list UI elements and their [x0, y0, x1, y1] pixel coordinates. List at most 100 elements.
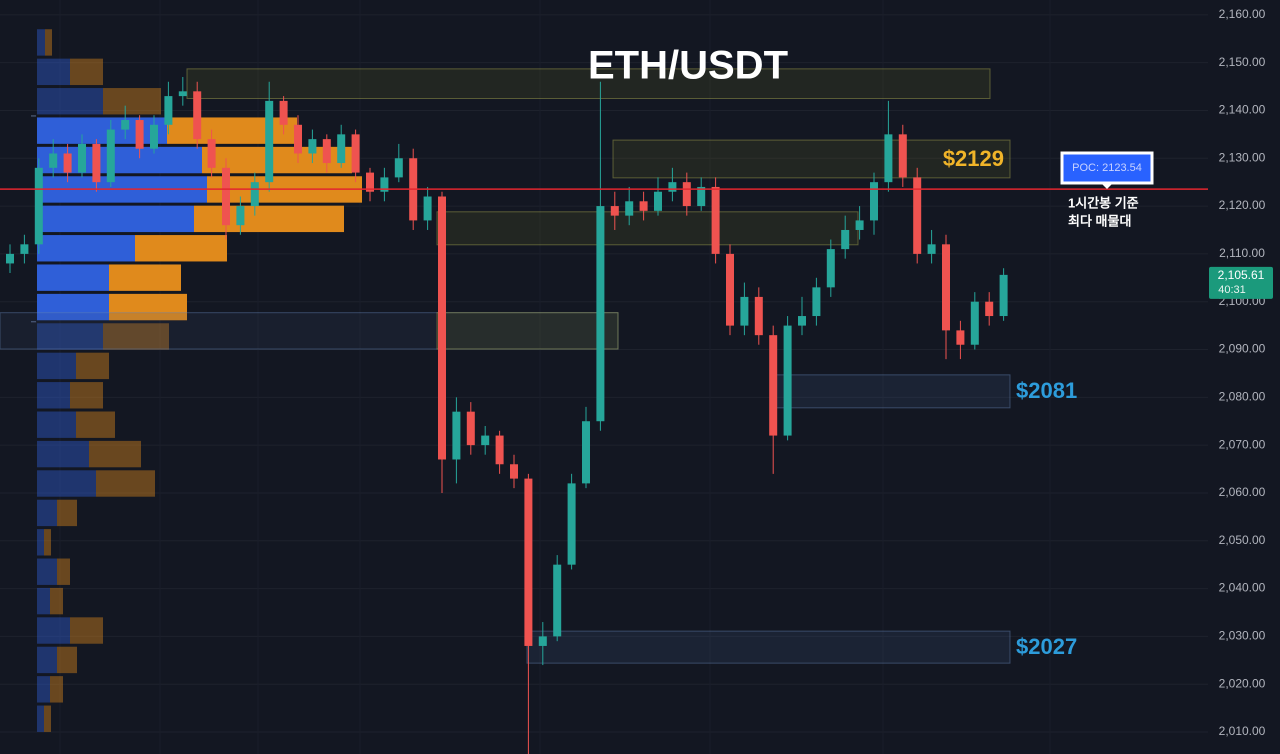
candle-body [740, 296, 749, 326]
y-tick-label: 2,140.00 [1219, 103, 1266, 117]
zone-label: $2081 [1016, 378, 1077, 403]
y-tick-label: 2,010.00 [1219, 724, 1266, 738]
candle-body [63, 153, 72, 173]
candle-body [366, 172, 374, 192]
profile-buy [37, 293, 109, 321]
profile-buy [37, 558, 57, 585]
profile-sell [167, 117, 297, 144]
candle-body [625, 201, 634, 216]
range-box [0, 312, 619, 350]
candle-body [726, 253, 734, 326]
candle-body [654, 191, 662, 211]
y-tick-label: 2,030.00 [1219, 629, 1266, 643]
candle-body [841, 229, 850, 250]
profile-sell [57, 558, 70, 585]
candle-body [150, 124, 158, 149]
candle-body [697, 186, 706, 207]
candle-body [870, 182, 878, 221]
profile-buy [37, 440, 89, 468]
candle-body [394, 158, 403, 178]
profile-buy [37, 58, 70, 86]
y-tick-label: 2,150.00 [1219, 55, 1266, 69]
axis-background [1208, 0, 1280, 754]
candle-body [898, 134, 907, 178]
zones [0, 68, 1011, 664]
candle-body [855, 220, 864, 230]
profile-sell [45, 29, 52, 56]
y-tick-label: 2,060.00 [1219, 485, 1266, 499]
candle-body [567, 483, 576, 565]
profile-sell [70, 382, 103, 409]
profile-buy [37, 382, 70, 409]
profile-buy [37, 470, 96, 497]
candle-body [596, 206, 605, 422]
profile-buy [37, 29, 45, 56]
profile-sell [44, 705, 51, 732]
profile-buy [37, 499, 57, 527]
candle-body [884, 134, 893, 183]
candle-body [135, 120, 144, 149]
candle-body [985, 301, 994, 317]
candle-body [769, 335, 778, 436]
candle-body [826, 249, 835, 288]
profile-sell [76, 352, 109, 380]
profile-buy [37, 529, 44, 556]
candle-body [337, 134, 346, 164]
profile-sell [96, 470, 155, 497]
candle-body [495, 435, 504, 465]
candle-body [78, 143, 86, 173]
zone [526, 630, 1011, 664]
profile-sell [50, 676, 63, 703]
candle-body [668, 182, 677, 192]
candle-body [106, 129, 115, 183]
y-tick-label: 2,070.00 [1219, 437, 1266, 451]
chart-title: ETH/USDT [588, 44, 788, 88]
profile-sell [135, 235, 227, 262]
profile-sell [103, 88, 161, 115]
candle-body [265, 100, 274, 183]
candle-body [20, 244, 29, 254]
last-price-tag [1209, 266, 1273, 299]
profile-buy [37, 205, 194, 233]
zone [436, 312, 619, 350]
zone-label: $2129 [943, 146, 1004, 171]
profile-buy [37, 352, 76, 380]
profile-sell [109, 264, 181, 291]
candle-body [538, 636, 547, 646]
candle-body [999, 274, 1008, 317]
poc-pointer [1101, 183, 1113, 189]
candle-body [178, 91, 187, 97]
candle-body [524, 478, 533, 646]
profile-buy [37, 88, 103, 115]
candle-body [942, 244, 950, 331]
profile-buy [37, 411, 76, 438]
profile-sell [70, 58, 103, 86]
profile-buy [37, 676, 50, 703]
candle-body [927, 244, 936, 254]
candle-body [193, 91, 202, 140]
zone [436, 211, 859, 246]
profile-buy [37, 117, 167, 144]
zone [186, 68, 991, 99]
profile-sell [70, 617, 103, 644]
candle-body [970, 301, 979, 345]
profile-buy [37, 146, 202, 174]
candle-body [553, 564, 562, 637]
candle-body [466, 411, 475, 446]
candle-body [798, 316, 806, 326]
y-tick-label: 2,040.00 [1219, 581, 1266, 595]
candle-body [250, 182, 259, 207]
zone [612, 139, 1011, 179]
candle-body [639, 201, 648, 211]
profile-buy [37, 323, 103, 350]
candle-body [481, 435, 490, 446]
candle-body [164, 96, 173, 125]
last-price-label: 2,105.61 [1218, 268, 1265, 282]
profile-sell [103, 323, 169, 350]
countdown-label: 40:31 [1218, 284, 1246, 296]
candle-body [236, 206, 245, 226]
profile-buy [37, 646, 57, 674]
candle-body [49, 153, 58, 168]
